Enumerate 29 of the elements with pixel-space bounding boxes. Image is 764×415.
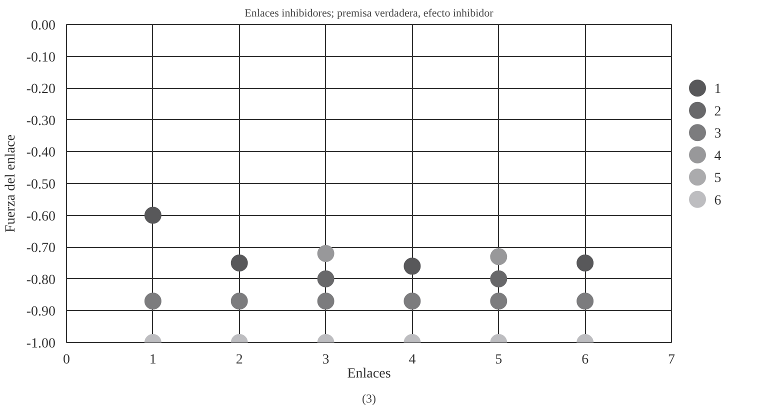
x-tick-label: 4	[408, 352, 416, 368]
legend-label: 6	[714, 193, 722, 208]
y-tick-label: -0.40	[26, 146, 56, 161]
y-tick-label: -1.00	[26, 336, 56, 352]
y-tick-label: -0.20	[26, 82, 56, 98]
x-tick-label: 0	[63, 352, 70, 368]
y-tick-label: -0.60	[26, 209, 56, 224]
y-tick-label: -0.10	[26, 50, 56, 66]
text: (3)	[362, 392, 376, 406]
x-axis-title: Enlaces	[347, 366, 391, 382]
y-tick-label: -0.30	[26, 114, 56, 129]
legend-label: 4	[714, 148, 722, 164]
legend-label: 1	[714, 82, 722, 98]
legend-label: 2	[714, 104, 722, 120]
legend-label: 3	[714, 126, 722, 142]
y-tick-label: -0.90	[26, 304, 56, 320]
x-tick-label: 1	[149, 352, 156, 368]
x-tick-label: 3	[322, 352, 330, 368]
x-tick-label: 2	[236, 352, 243, 368]
y-tick-label: -0.80	[26, 272, 56, 288]
y-tick-label: 0.00	[31, 18, 56, 34]
x-tick-label: 5	[495, 352, 502, 368]
chart-title: Enlaces inhibidores; premisa verdadera, efecto inhibidor	[244, 8, 494, 20]
y-axis-title: Fuerza del enlace	[3, 134, 18, 232]
x-tick-label: 6	[582, 352, 589, 368]
x-tick-label: 7	[668, 352, 675, 368]
legend-label: 5	[714, 171, 722, 186]
y-tick-label: -0.50	[26, 178, 56, 192]
y-tick-label: -0.70	[26, 241, 56, 256]
